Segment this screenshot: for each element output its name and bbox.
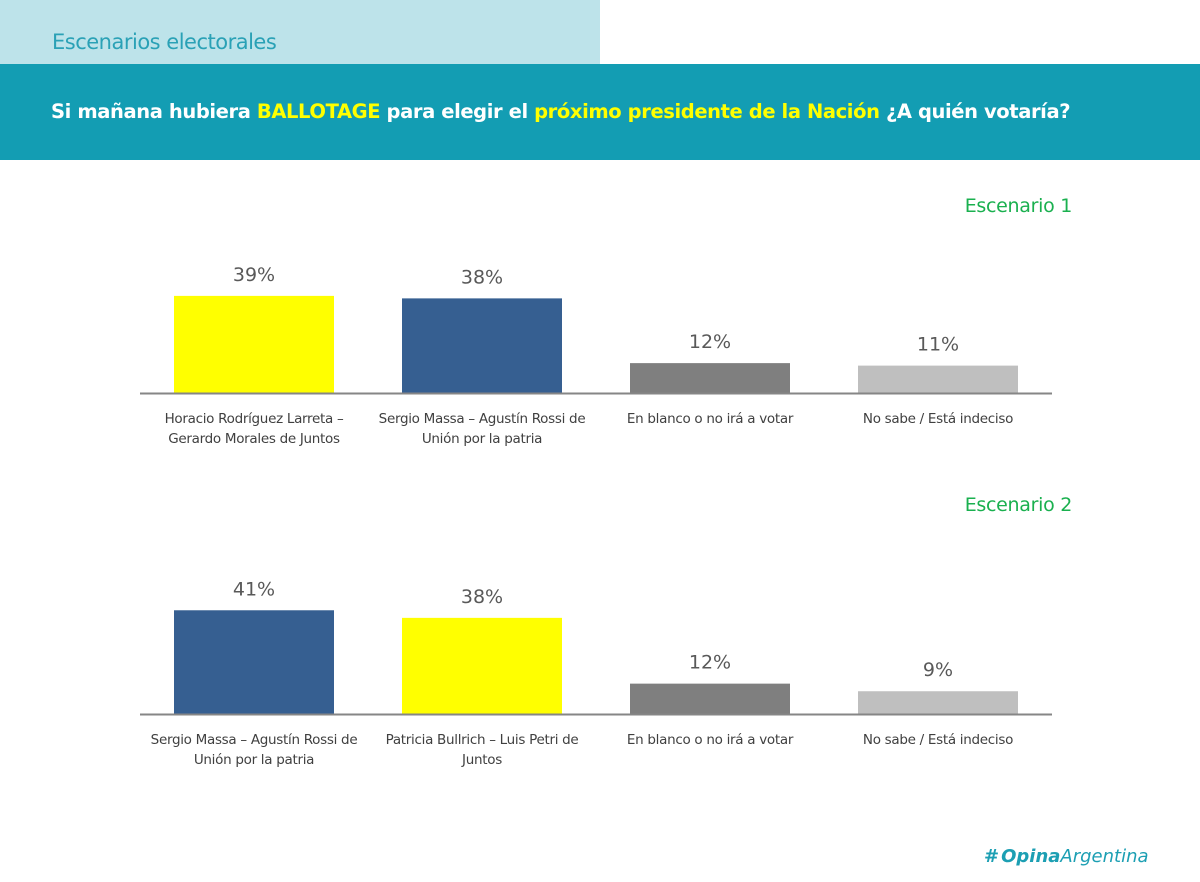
category-label: Unión por la patria — [194, 752, 314, 768]
logo-bold-text: Opina — [1001, 846, 1061, 867]
bar-3 — [630, 683, 790, 714]
scenario-1-chart: 39% Horacio Rodríguez Larreta – Gerardo Mo… — [140, 264, 1052, 447]
category-label: No sabe / Está indeciso — [863, 411, 1013, 427]
question-banner: Si mañana hubiera BALLOTAGE para elegir … — [0, 64, 1200, 160]
bar-3 — [630, 363, 790, 393]
category-label: Unión por la patria — [422, 431, 542, 447]
bar-value-label: 12% — [689, 331, 731, 353]
section-tab: Escenarios electorales — [0, 0, 600, 64]
question-part: ¿A quién votaría? — [879, 100, 1071, 123]
category-label: No sabe / Está indeciso — [863, 732, 1013, 748]
question-highlight: BALLOTAGE — [256, 100, 381, 123]
bar-1 — [174, 295, 334, 393]
scenario-2-title: Escenario 2 — [964, 494, 1073, 516]
bar-4 — [858, 691, 1018, 714]
section-title: Escenarios electorales — [52, 30, 277, 54]
question-highlight: próximo presidente de la Nación — [534, 100, 880, 123]
bar-value-label: 12% — [689, 652, 731, 674]
logo-mark-icon: # — [984, 846, 1000, 867]
bar-value-label: 39% — [233, 264, 275, 286]
opina-argentina-logo: # OpinaArgentina — [984, 846, 1149, 867]
category-label: Patricia Bullrich – Luis Petri de — [386, 732, 579, 748]
category-label: Sergio Massa – Agustín Rossi de — [379, 411, 586, 427]
bar-4 — [858, 365, 1018, 393]
bar-2 — [402, 298, 562, 393]
bar-value-label: 11% — [917, 334, 959, 356]
bar-1 — [174, 610, 334, 714]
question-part: Si mañana hubiera — [51, 100, 257, 123]
bar-value-label: 41% — [233, 578, 275, 600]
scenario-1-title: Escenario 1 — [964, 195, 1073, 217]
category-label: En blanco o no irá a votar — [627, 732, 794, 748]
bar-2 — [402, 617, 562, 714]
bar-value-label: 38% — [461, 586, 503, 608]
category-label: Juntos — [461, 752, 502, 768]
bar-value-label: 38% — [461, 266, 503, 288]
bar-value-label: 9% — [923, 659, 953, 681]
category-label: Gerardo Morales de Juntos — [168, 431, 340, 447]
question-text: Si mañana hubiera BALLOTAGE para elegir … — [51, 100, 1071, 123]
category-label: Sergio Massa – Agustín Rossi de — [151, 732, 358, 748]
category-label: En blanco o no irá a votar — [627, 411, 794, 427]
scenario-2-chart: 41% Sergio Massa – Agustín Rossi de Unión … — [140, 578, 1052, 768]
logo-rest-text: Argentina — [1060, 846, 1149, 867]
question-part: para elegir el — [380, 100, 535, 123]
category-label: Horacio Rodríguez Larreta – — [165, 411, 344, 427]
